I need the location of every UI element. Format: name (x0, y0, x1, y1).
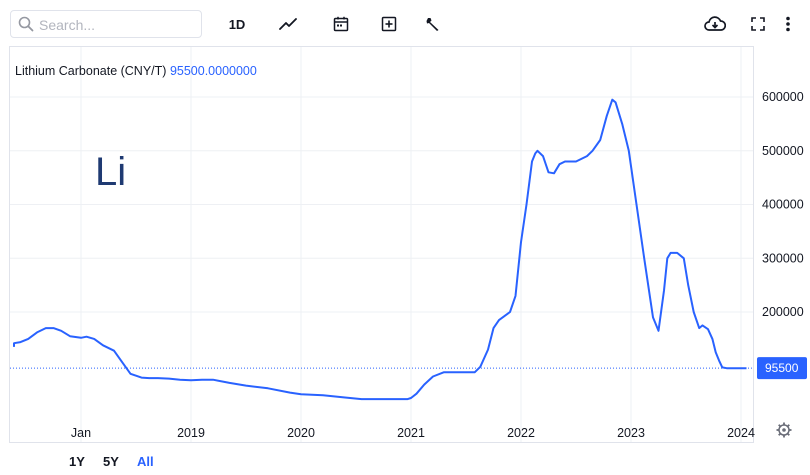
compare-button[interactable] (378, 12, 400, 36)
date-range-button[interactable] (330, 12, 352, 36)
chart-settings-button[interactable] (776, 422, 792, 438)
range-5y-button[interactable]: 5Y (103, 454, 119, 469)
top-toolbar: 1D (0, 0, 810, 46)
add-compare-icon (381, 16, 397, 32)
instrument-value: 95500.0000000 (169, 64, 257, 78)
range-1y-button[interactable]: 1Y (69, 454, 85, 469)
y-tick-label: 600000 (762, 90, 804, 104)
x-tick-label: 2021 (397, 426, 425, 440)
element-annotation: Li (95, 150, 127, 194)
y-tick-label: 400000 (762, 198, 804, 212)
last-price-badge (757, 357, 807, 380)
last-price-badge-text: 95500 (765, 361, 799, 375)
download-button[interactable] (702, 12, 728, 36)
y-tick-label: 300000 (762, 251, 804, 265)
search-input[interactable] (39, 15, 189, 35)
x-tick-label: Jan (71, 426, 91, 440)
calendar-icon (333, 16, 349, 32)
x-tick-label: 2023 (617, 426, 645, 440)
range-bar (0, 444, 810, 475)
x-tick-label: 2019 (177, 426, 205, 440)
x-tick-label: 2024 (727, 426, 755, 440)
more-button[interactable] (780, 12, 796, 36)
price-series-line (13, 98, 747, 401)
fullscreen-icon (751, 17, 765, 31)
wrench-icon (426, 18, 439, 31)
chart-type-button[interactable] (277, 12, 299, 36)
search-box[interactable] (10, 10, 202, 38)
range-all-button[interactable]: All (137, 454, 154, 469)
y-axis-labels: 200000 300000 400000 500000 600000 (762, 90, 804, 319)
interval-button[interactable]: 1D (224, 12, 250, 36)
y-tick-label: 500000 (762, 144, 804, 158)
more-vert-icon (786, 16, 790, 32)
instrument-name: Lithium Carbonate (CNY/T) (15, 64, 167, 78)
interval-label: 1D (228, 16, 246, 32)
cloud-download-icon (704, 16, 726, 31)
x-axis-labels: Jan 2019 2020 2021 2022 2023 2024 (71, 426, 755, 440)
chart-title: Lithium Carbonate (CNY/T) 95500.0000000 (15, 64, 257, 78)
x-tick-label: 2022 (507, 426, 535, 440)
line-chart-icon (279, 18, 297, 30)
chart-frame (9, 46, 754, 443)
settings-tools-button[interactable] (422, 12, 444, 36)
x-tick-label: 2020 (287, 426, 315, 440)
fullscreen-button[interactable] (748, 12, 768, 36)
y-tick-label: 200000 (762, 305, 804, 319)
search-icon (18, 16, 34, 32)
